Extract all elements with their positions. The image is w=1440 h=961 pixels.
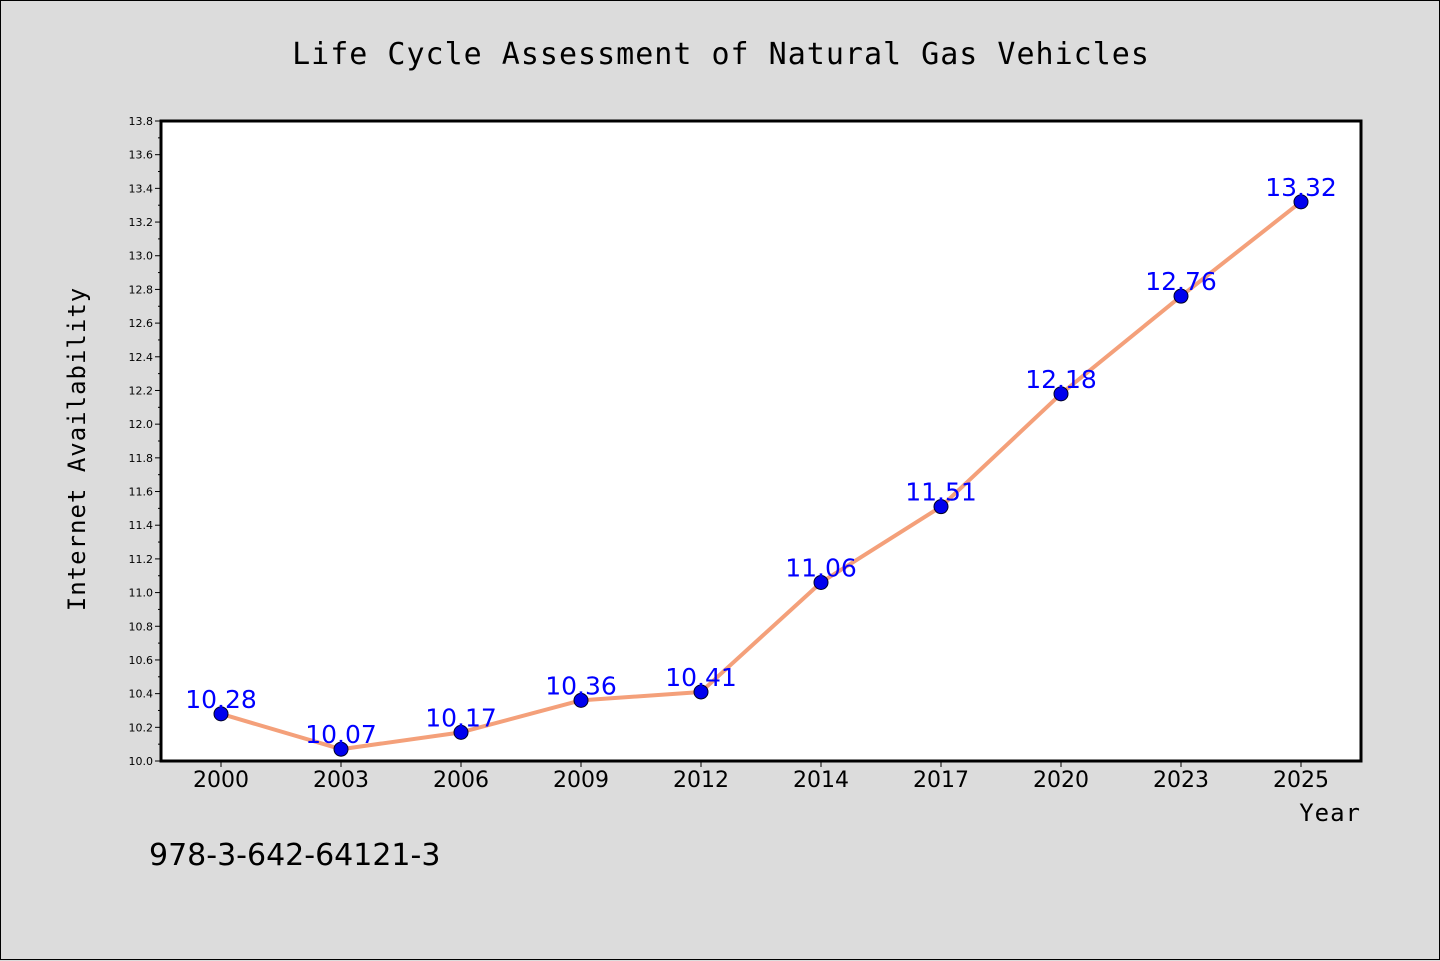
data-label: 12.18 xyxy=(1025,365,1097,394)
y-tick-label: 12.6 xyxy=(129,317,154,330)
data-label: 10.36 xyxy=(545,671,617,700)
y-tick-label: 11.4 xyxy=(129,519,154,532)
y-tick-label: 11.2 xyxy=(129,553,154,566)
x-tick-label: 2014 xyxy=(793,768,849,793)
y-tick-label: 11.8 xyxy=(129,452,154,465)
data-point xyxy=(1173,288,1189,304)
x-tick-label: 2003 xyxy=(313,768,369,793)
data-label: 10.41 xyxy=(665,663,737,692)
y-tick-label: 12.4 xyxy=(129,351,154,364)
y-axis: 10.0 10.2 10.4 10.6 10.8 11.0 11.2 11.4 11.6 11.8… xyxy=(129,115,161,768)
x-axis-label: Year xyxy=(1299,799,1361,827)
x-tick-label: 2006 xyxy=(433,768,489,793)
y-tick-label: 13.2 xyxy=(129,216,154,229)
y-tick-label: 10.6 xyxy=(129,654,154,667)
data-label: 10.28 xyxy=(185,685,257,714)
data-label: 10.07 xyxy=(305,720,377,749)
x-tick-label: 2012 xyxy=(673,768,729,793)
x-tick-label: 2017 xyxy=(913,768,969,793)
data-point xyxy=(933,499,949,515)
series-group xyxy=(213,194,1309,757)
data-point xyxy=(333,741,349,757)
y-tick-label: 10.2 xyxy=(129,721,154,734)
x-tick-label: 2000 xyxy=(193,768,249,793)
x-tick-label: 2020 xyxy=(1033,768,1089,793)
x-tick-label: 2009 xyxy=(553,768,609,793)
y-tick-label: 11.0 xyxy=(129,587,154,600)
y-tick-label: 13.4 xyxy=(129,182,154,195)
x-axis: 2000 2003 2006 2009 2012 2014 2017 2020 2023 2025 xyxy=(193,761,1329,793)
x-tick-label: 2023 xyxy=(1153,768,1209,793)
data-point xyxy=(573,692,589,708)
y-tick-label: 13.6 xyxy=(129,149,154,162)
data-point xyxy=(453,724,469,740)
y-tick-label: 13.8 xyxy=(129,115,154,128)
data-point xyxy=(213,706,229,722)
data-label: 12.76 xyxy=(1145,267,1217,296)
y-tick-label: 12.2 xyxy=(129,384,154,397)
y-axis-label: Internet Availability xyxy=(63,287,91,611)
y-tick-label: 13.0 xyxy=(129,250,154,263)
isbn-footnote: 978-3-642-64121-3 xyxy=(149,838,440,873)
data-label: 11.06 xyxy=(785,553,857,582)
data-label: 11.51 xyxy=(905,478,977,507)
y-tick-label: 11.6 xyxy=(129,486,154,499)
plot-area xyxy=(159,119,1363,763)
data-point xyxy=(693,684,709,700)
data-label: 10.17 xyxy=(425,703,497,732)
y-tick-label: 10.8 xyxy=(129,620,154,633)
data-labels-group: 10.28 10.07 10.17 10.36 10.41 11.06 11.51 12.18… xyxy=(185,173,1337,749)
series-line xyxy=(220,200,1303,752)
y-tick-label: 10.4 xyxy=(129,688,154,701)
data-point xyxy=(813,574,829,590)
y-tick-label: 12.8 xyxy=(129,283,154,296)
y-tick-label: 10.0 xyxy=(129,755,154,768)
y-tick-label: 12.0 xyxy=(129,418,154,431)
chart-title: Life Cycle Assessment of Natural Gas Veh… xyxy=(292,37,1150,72)
data-label: 13.32 xyxy=(1265,173,1337,202)
data-point xyxy=(1293,194,1309,210)
data-point xyxy=(1053,386,1069,402)
x-tick-label: 2025 xyxy=(1273,768,1329,793)
